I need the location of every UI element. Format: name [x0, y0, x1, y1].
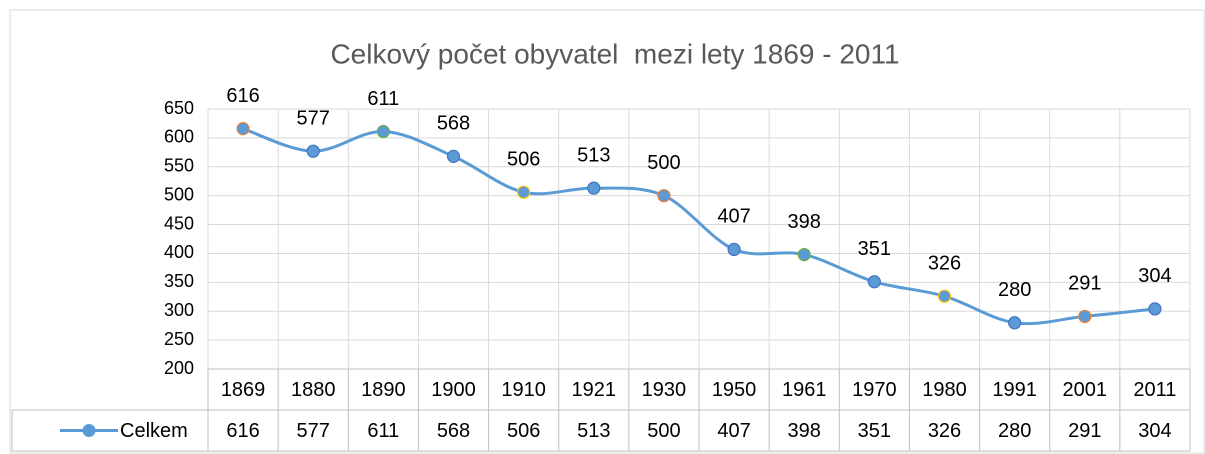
y-tick-label: 500 [164, 184, 194, 204]
y-tick-label: 600 [164, 127, 194, 147]
x-tick-label: 1980 [922, 379, 967, 401]
x-tick-label: 1910 [501, 379, 546, 401]
table-value: 326 [928, 420, 961, 442]
chart-title: Celkový počet obyvatel mezi lety 1869 - … [330, 38, 899, 69]
x-tick-label: 1991 [992, 379, 1037, 401]
y-tick-label: 650 [164, 98, 194, 118]
table-value: 500 [647, 420, 680, 442]
data-label: 513 [577, 144, 610, 166]
data-point [657, 189, 671, 203]
x-tick-label: 1961 [782, 379, 827, 401]
y-tick-label: 200 [164, 358, 194, 378]
x-tick-label: 1880 [291, 379, 336, 401]
table-value: 506 [507, 420, 540, 442]
data-label: 506 [507, 148, 540, 170]
y-tick-label: 350 [164, 271, 194, 291]
data-point [376, 124, 390, 139]
table-value: 577 [297, 420, 330, 442]
x-tick-label: 1900 [431, 379, 476, 401]
x-tick-label: 2001 [1063, 379, 1108, 401]
legend-marker [82, 424, 96, 437]
data-point [236, 122, 250, 136]
table-value: 568 [437, 420, 470, 442]
data-label: 291 [1068, 273, 1101, 295]
table-value: 611 [367, 420, 399, 442]
x-tick-label: 1950 [712, 379, 757, 401]
data-point [797, 248, 811, 262]
data-label: 500 [647, 152, 680, 174]
data-label: 568 [437, 113, 470, 135]
table-value: 513 [577, 420, 610, 442]
data-point [937, 289, 952, 303]
data-point [1148, 302, 1162, 316]
y-tick-label: 250 [164, 329, 194, 349]
table-value: 407 [717, 420, 750, 442]
data-point [727, 242, 741, 256]
legend-label: Celkem [120, 420, 188, 442]
y-tick-label: 300 [164, 300, 194, 320]
data-label: 304 [1138, 265, 1171, 287]
data-label: 611 [367, 88, 399, 110]
table-value: 398 [788, 420, 821, 442]
x-tick-label: 1921 [572, 379, 617, 401]
x-tick-label: 1930 [642, 379, 687, 401]
data-label: 351 [858, 238, 891, 260]
x-tick-label: 1970 [852, 379, 897, 401]
series-line [242, 127, 1156, 326]
y-tick-label: 550 [164, 156, 194, 176]
x-tick-label: 1869 [221, 379, 266, 401]
table-value: 291 [1068, 420, 1101, 442]
table-value: 280 [998, 420, 1031, 442]
data-label: 577 [297, 107, 330, 129]
data-point [1078, 309, 1092, 324]
data-label: 398 [788, 211, 821, 233]
table-value: 351 [858, 420, 891, 442]
data-point [517, 185, 531, 199]
data-point [867, 275, 881, 289]
x-tick-label: 2011 [1133, 379, 1176, 401]
table-cell [11, 409, 1191, 452]
data-point [306, 144, 320, 158]
data-label: 326 [928, 252, 961, 274]
data-label: 616 [226, 85, 259, 107]
data-label: 280 [998, 279, 1031, 301]
x-tick-label: 1890 [361, 379, 406, 401]
table-value: 304 [1138, 420, 1171, 442]
data-label: 407 [717, 206, 750, 228]
data-point [1008, 316, 1022, 330]
y-tick-label: 450 [164, 213, 194, 233]
table-value: 616 [226, 420, 259, 442]
data-point [446, 149, 461, 163]
data-point [587, 181, 601, 195]
chart-frame [9, 9, 1205, 454]
y-tick-label: 400 [164, 242, 194, 262]
